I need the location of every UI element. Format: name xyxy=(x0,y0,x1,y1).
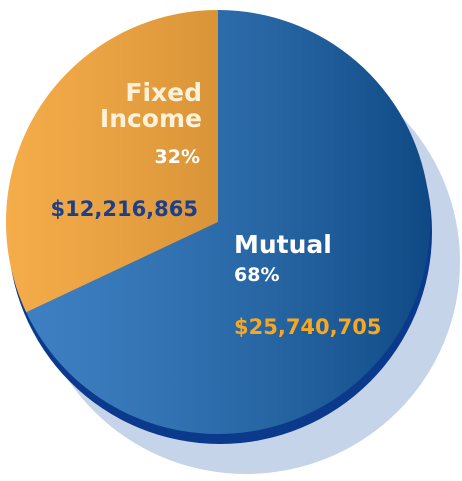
category-label: Fixed Income xyxy=(99,78,202,134)
value-label: 68% xyxy=(234,264,280,286)
amount-label: $25,740,705 xyxy=(234,315,382,339)
value-label: 32% xyxy=(154,146,200,168)
amount-label: $12,216,865 xyxy=(50,197,198,221)
slices xyxy=(5,10,431,434)
category-label: Mutual xyxy=(234,230,332,259)
